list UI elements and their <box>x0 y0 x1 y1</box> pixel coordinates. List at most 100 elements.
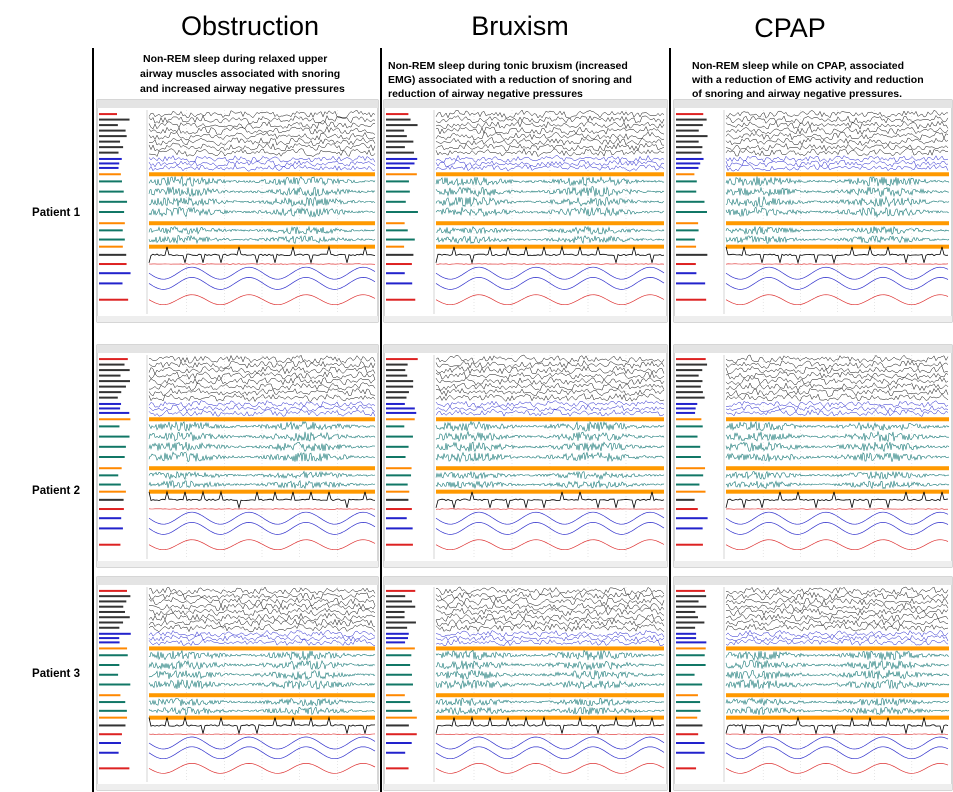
toolbar <box>384 345 667 353</box>
orange-band <box>436 221 664 225</box>
channel-label <box>676 611 695 613</box>
channel-label <box>676 180 697 182</box>
channel-label <box>386 391 409 393</box>
channel-label <box>676 299 706 301</box>
orange-band <box>149 716 375 720</box>
channel-label <box>386 664 410 666</box>
status-bar <box>97 561 378 567</box>
description: reduction of airway negative pressures <box>388 88 583 100</box>
channel-label <box>99 752 119 754</box>
channel-label <box>99 717 127 719</box>
orange-band <box>149 646 375 650</box>
orange-band <box>149 490 375 494</box>
channel-label <box>99 517 121 519</box>
orange-band <box>149 221 375 225</box>
channel-label <box>676 246 696 248</box>
channel-label <box>99 386 126 388</box>
channel-label <box>99 167 119 169</box>
status-bar <box>97 316 378 322</box>
channel-label <box>386 724 409 726</box>
description: and increased airway negative pressures <box>140 83 345 95</box>
channel-label <box>99 436 129 438</box>
channel-label <box>386 119 411 121</box>
channel-label <box>676 616 698 618</box>
channel-label <box>99 733 122 735</box>
channel-label <box>386 590 415 592</box>
channel-label <box>386 527 413 529</box>
channel-label <box>99 633 131 635</box>
channel-label <box>99 694 120 696</box>
toolbar <box>674 100 952 108</box>
row-label: Patient 1 <box>32 207 81 219</box>
channel-label <box>99 621 123 623</box>
channel-label <box>99 484 121 486</box>
orange-band <box>436 172 664 176</box>
channel-label <box>386 162 415 164</box>
orange-band <box>149 245 375 249</box>
channel-label <box>386 211 418 213</box>
toolbar <box>674 345 952 353</box>
status-bar <box>384 784 667 790</box>
channel-label <box>386 436 413 438</box>
channel-label <box>676 358 706 360</box>
channel-label <box>99 229 123 231</box>
orange-band <box>149 417 375 421</box>
page: {"columns": [ {"title": "Obstruction", "… <box>0 0 953 792</box>
channel-label <box>676 654 705 656</box>
channel-label <box>386 201 406 203</box>
toolbar <box>97 100 378 108</box>
channel-label <box>99 263 127 265</box>
channel-label <box>99 418 130 420</box>
status-bar <box>674 561 952 567</box>
orange-band <box>149 172 375 176</box>
channel-label <box>99 710 127 712</box>
channel-label <box>99 135 127 137</box>
channel-label <box>386 386 413 388</box>
channel-label <box>676 694 698 696</box>
orange-band <box>726 646 949 650</box>
channel-label <box>99 391 121 393</box>
channel-label <box>676 369 702 371</box>
channel-label <box>676 364 707 366</box>
figure: Obstruction Bruxism CPAP Non-REM sleep d… <box>0 0 953 792</box>
channel-label <box>99 499 124 501</box>
channel-label <box>386 701 410 703</box>
channel-label <box>99 152 119 154</box>
channel-label <box>386 141 413 143</box>
toolbar <box>97 345 378 353</box>
channel-label <box>676 717 697 719</box>
channel-label <box>386 733 417 735</box>
channel-label <box>99 299 128 301</box>
channel-label <box>386 684 413 686</box>
channel-label <box>676 263 696 265</box>
channel-label <box>386 446 409 448</box>
channel-label <box>676 425 703 427</box>
channel-label <box>386 191 410 193</box>
channel-label <box>676 211 707 213</box>
channel-label <box>676 641 706 643</box>
channel-label <box>99 767 129 769</box>
column-title: CPAP <box>754 13 826 43</box>
channel-label <box>99 180 122 182</box>
channel-label <box>676 375 699 377</box>
channel-label <box>386 637 408 639</box>
description: with a reduction of EMG activity and red… <box>691 74 924 86</box>
channel-label <box>386 375 407 377</box>
channel-label <box>676 621 704 623</box>
row-label: Patient 2 <box>32 485 80 497</box>
channel-label <box>386 647 415 649</box>
column-title: Obstruction <box>181 11 319 41</box>
channel-label <box>99 141 120 143</box>
orange-band <box>436 716 664 720</box>
channel-label <box>99 544 120 546</box>
channel-label <box>99 611 125 613</box>
channel-label <box>676 724 702 726</box>
channel-label <box>99 606 123 608</box>
channel-label <box>99 527 123 529</box>
channel-label <box>676 742 705 744</box>
status-bar <box>97 784 378 790</box>
channel-label <box>386 124 418 126</box>
channel-label <box>676 146 702 148</box>
channel-label <box>99 627 119 629</box>
channel-label <box>676 600 699 602</box>
